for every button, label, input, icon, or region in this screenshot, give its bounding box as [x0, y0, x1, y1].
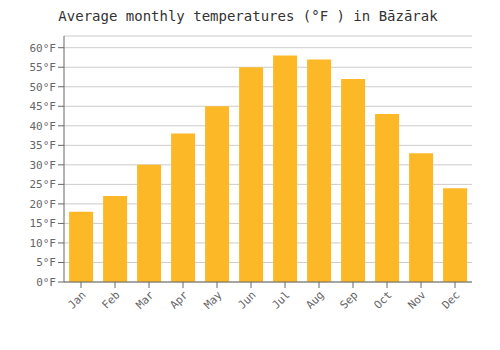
svg-text:60°F: 60°F	[30, 42, 57, 55]
svg-text:10°F: 10°F	[30, 237, 57, 250]
svg-text:Aug: Aug	[303, 288, 326, 311]
svg-text:Oct: Oct	[371, 288, 394, 311]
svg-text:Apr: Apr	[167, 288, 191, 312]
svg-text:Sep: Sep	[337, 288, 360, 311]
svg-text:0°F: 0°F	[36, 276, 56, 289]
svg-text:25°F: 25°F	[30, 178, 57, 191]
svg-text:45°F: 45°F	[30, 100, 57, 113]
svg-text:35°F: 35°F	[30, 139, 57, 152]
svg-text:Feb: Feb	[99, 288, 122, 311]
svg-text:15°F: 15°F	[30, 217, 57, 230]
svg-text:Jan: Jan	[65, 288, 88, 311]
svg-text:Mar: Mar	[133, 288, 157, 312]
svg-text:Jun: Jun	[235, 288, 258, 311]
svg-text:5°F: 5°F	[36, 256, 56, 269]
svg-text:Jul: Jul	[269, 288, 292, 311]
svg-text:Nov: Nov	[405, 288, 429, 312]
svg-text:55°F: 55°F	[30, 61, 57, 74]
svg-text:May: May	[201, 288, 225, 312]
svg-text:50°F: 50°F	[30, 81, 57, 94]
svg-text:20°F: 20°F	[30, 198, 57, 211]
html-text:Average monthly temperatures (: Average monthly temperatures (°F ) in Bā…	[58, 8, 438, 24]
svg-text:Dec: Dec	[439, 288, 462, 311]
svg-text:40°F: 40°F	[30, 120, 57, 133]
svg-text:30°F: 30°F	[30, 159, 57, 172]
